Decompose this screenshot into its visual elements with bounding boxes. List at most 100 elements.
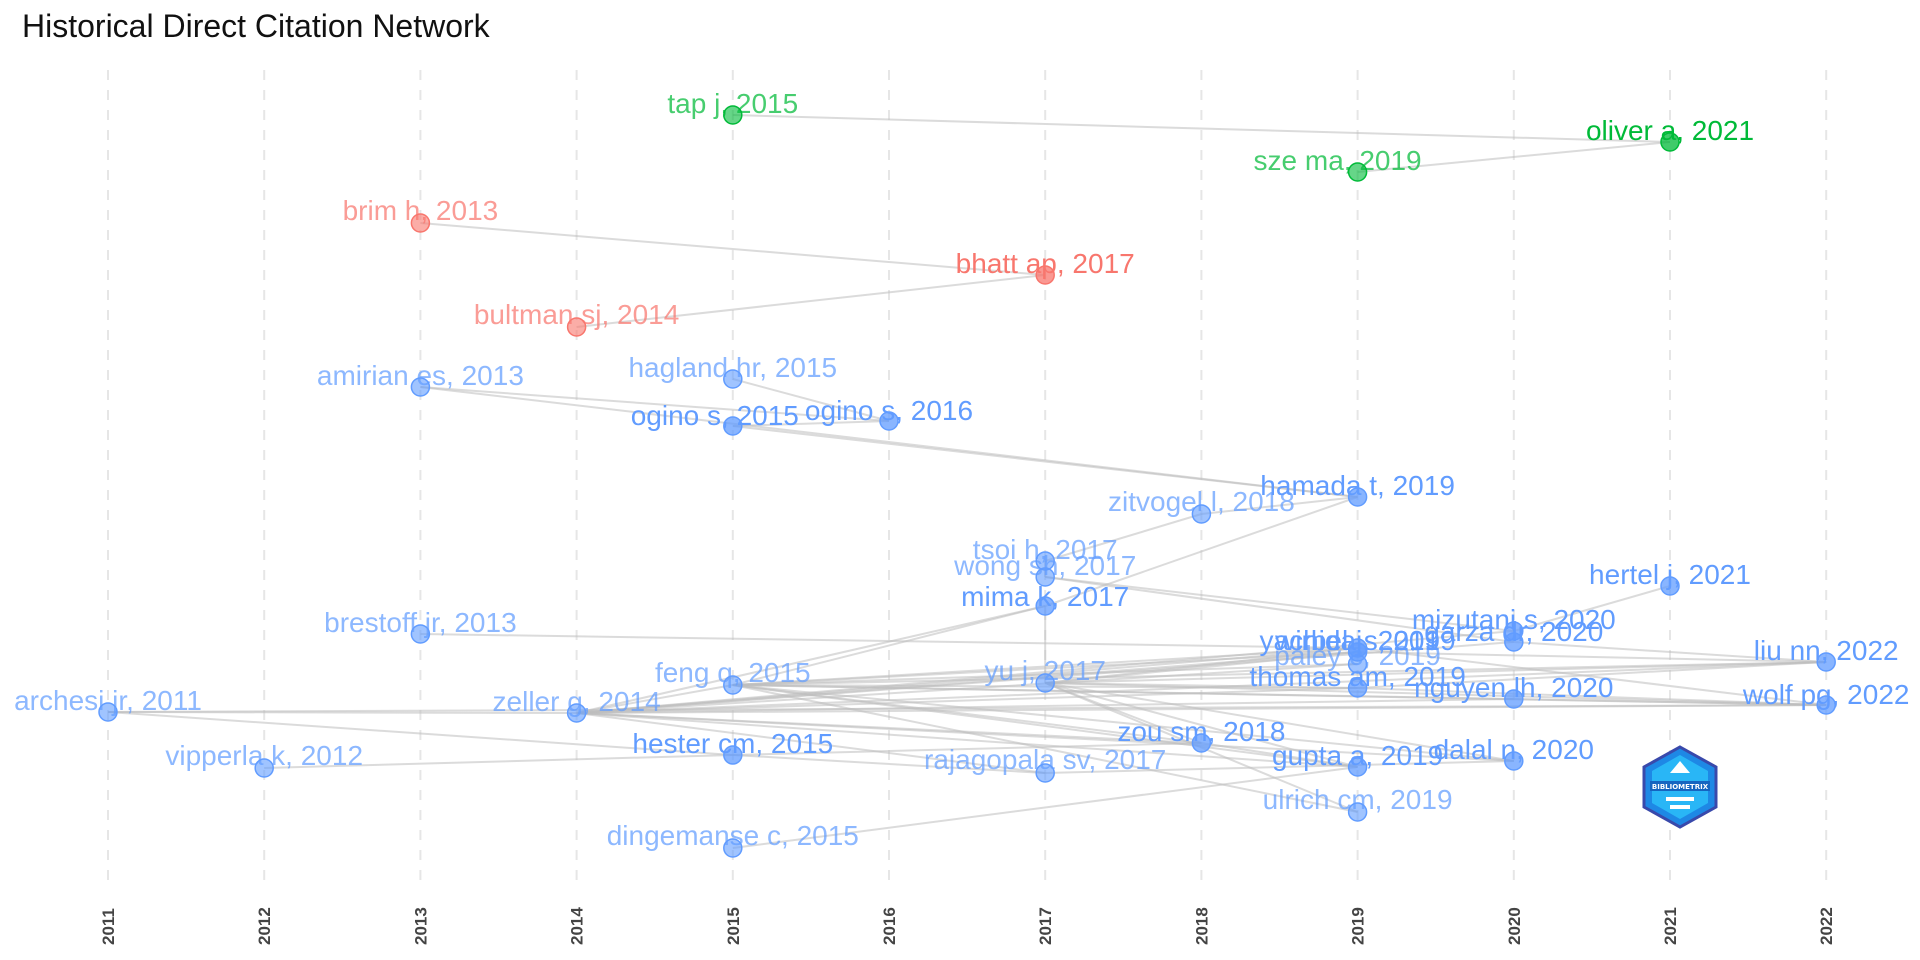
citation-edge — [732, 661, 1827, 686]
citation-edge — [732, 420, 890, 427]
citation-edge — [1045, 661, 1827, 684]
node-label-sze: sze ma, 2019 — [1254, 145, 1422, 176]
node-ulrich[interactable] — [1347, 802, 1368, 822]
citation-edge — [732, 684, 1514, 762]
node-label-wong: wong sh, 2017 — [953, 550, 1136, 581]
citation-edge — [576, 698, 1514, 714]
node-archesi[interactable] — [98, 702, 118, 722]
citation-edge — [1044, 496, 1358, 607]
node-brim[interactable] — [410, 213, 431, 233]
node-zeller[interactable] — [566, 703, 587, 723]
node-label-vipperla: vipperla k, 2012 — [165, 740, 363, 771]
x-tick-label: 2017 — [1036, 907, 1055, 945]
citation-edge — [1045, 682, 1827, 706]
node-zou[interactable] — [1191, 733, 1212, 753]
node-bhatt[interactable] — [1035, 265, 1055, 285]
citation-edge — [1044, 682, 1358, 768]
node-label-feng: feng q, 2015 — [655, 657, 811, 688]
citation-edge — [576, 684, 733, 714]
node-label-ulrich: ulrich cm, 2019 — [1263, 784, 1453, 815]
node-thomas[interactable] — [1347, 678, 1368, 698]
node-mima[interactable] — [1035, 596, 1055, 616]
node-brestoff[interactable] — [410, 624, 431, 644]
node-garza[interactable] — [1504, 632, 1524, 652]
citation-edge — [576, 605, 1046, 714]
node-vipperla[interactable] — [254, 758, 274, 778]
node-hertel[interactable] — [1660, 576, 1680, 596]
node-dalal[interactable] — [1504, 751, 1524, 771]
citation-edge — [1513, 585, 1671, 632]
node-liu[interactable] — [1816, 652, 1836, 672]
citation-edge — [1357, 647, 1827, 706]
citation-edge — [420, 222, 1046, 276]
x-tick-label: 2018 — [1192, 907, 1211, 945]
node-label-gupta: gupta a, 2019 — [1272, 740, 1443, 771]
node-label-wolf: wolf pg, 2022 — [1742, 679, 1910, 710]
node-dingemanse[interactable] — [723, 838, 743, 858]
logo-text: BIBLIOMETRIX — [1652, 783, 1709, 791]
citation-edge — [1045, 760, 1514, 774]
node-label-thomas: thomas am, 2019 — [1249, 661, 1465, 692]
node-hagland[interactable] — [723, 369, 743, 389]
node-tap[interactable] — [723, 105, 743, 125]
citation-edge — [107, 711, 733, 756]
node-label-yu: yu j, 2017 — [984, 655, 1105, 686]
citation-edge — [1045, 576, 1514, 632]
node-feng[interactable] — [723, 675, 743, 695]
node-label-dalal: dalal n, 2020 — [1434, 734, 1594, 765]
node-amirian[interactable] — [410, 377, 431, 397]
node-yu[interactable] — [1035, 673, 1055, 693]
citation-edge — [732, 754, 1046, 774]
node-label-amirian: amirian es, 2013 — [317, 360, 524, 391]
edge-layer — [107, 114, 1827, 849]
node-label-hamada: hamada t, 2019 — [1260, 470, 1455, 501]
node-wolf[interactable] — [1816, 695, 1836, 715]
node-label-dingemanse: dingemanse c, 2015 — [607, 820, 859, 851]
citation-edge — [1201, 742, 1358, 768]
node-hester[interactable] — [723, 745, 743, 765]
node-bultman[interactable] — [566, 317, 587, 337]
citation-edge — [576, 712, 1514, 762]
node-oliver[interactable] — [1660, 132, 1680, 152]
node-label-oliver: oliver a, 2021 — [1586, 115, 1754, 146]
x-tick-label: 2011 — [99, 908, 118, 945]
node-gupta[interactable] — [1347, 757, 1368, 777]
citation-edge — [1513, 698, 1827, 706]
node-ogino16[interactable] — [879, 411, 899, 431]
label-layer: tap j, 2015 oliver a, 2021 sze ma, 2019 bri… — [14, 88, 1909, 851]
node-hamada[interactable] — [1347, 487, 1368, 507]
node-nguyen[interactable] — [1504, 689, 1524, 709]
x-tick-label: 2014 — [568, 907, 587, 945]
citation-edge — [1357, 651, 1827, 663]
citation-edge — [732, 684, 1358, 768]
node-label-bhatt: bhatt ap, 2017 — [956, 248, 1135, 279]
node-label-zitvogel: zitvogel l, 2018 — [1108, 486, 1295, 517]
citation-edge — [1357, 661, 1827, 689]
node-label-tsoi: tsoi h, 2017 — [973, 534, 1118, 565]
node-rajagopala[interactable] — [1035, 763, 1055, 783]
node-zitvogel[interactable] — [1191, 504, 1212, 524]
citation-edge — [420, 633, 1358, 649]
grid-layer — [107, 70, 1828, 880]
node-label-nguyen: nguyen lh, 2020 — [1414, 672, 1613, 703]
node-paley[interactable] — [1347, 654, 1368, 674]
node-label-liu: liu nn, 2022 — [1754, 635, 1899, 666]
citation-edge — [1045, 576, 1514, 643]
bibliometrix-logo: BIBLIOMETRIX — [1642, 745, 1718, 829]
citation-edge — [576, 687, 1358, 714]
citation-edge — [576, 274, 1046, 328]
node-ogino15[interactable] — [723, 416, 743, 436]
citation-edge — [1357, 141, 1671, 173]
x-tick-label: 2012 — [255, 907, 274, 945]
node-sze[interactable] — [1347, 162, 1368, 182]
citation-edge — [732, 651, 1358, 686]
node-label-wirbel: wirbel j, 2019 — [1274, 625, 1440, 656]
citation-edge — [1357, 687, 1827, 706]
node-wong[interactable] — [1035, 567, 1055, 587]
x-axis-ticks: 2011 2012 2013 2014 2015 2016 2017 2018 2019 2020… — [99, 907, 1836, 945]
citation-edge — [732, 684, 1514, 700]
citation-edge — [1201, 496, 1358, 515]
x-tick-label: 2015 — [724, 907, 743, 945]
node-label-zeller: zeller g, 2014 — [493, 686, 661, 717]
citation-edge — [1513, 641, 1827, 663]
